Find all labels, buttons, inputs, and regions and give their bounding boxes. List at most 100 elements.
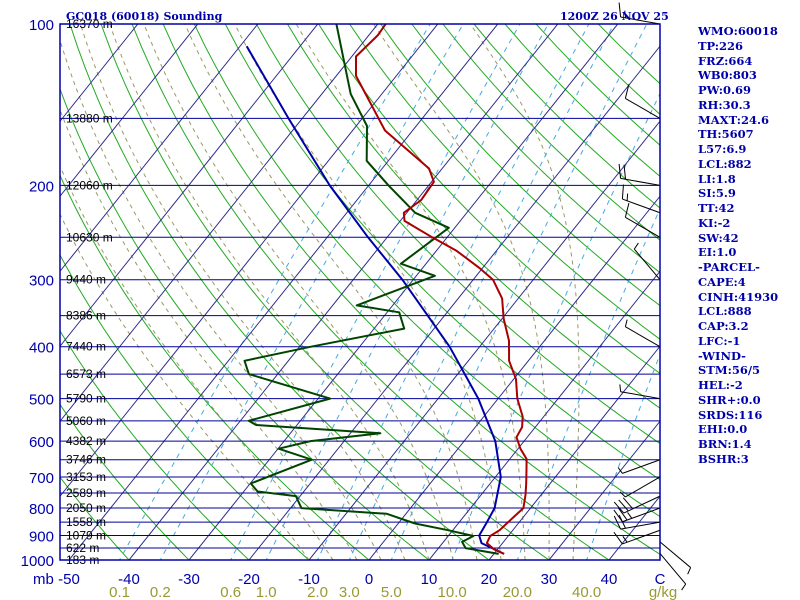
mixing-ratio-line xyxy=(451,92,660,560)
dry-adiabat-line xyxy=(255,24,660,445)
height-label: 9440 m xyxy=(66,273,106,287)
index-line: -PARCEL- xyxy=(698,260,760,274)
pressure-unit-label: mb xyxy=(33,571,54,588)
temperature-tick-label: -20 xyxy=(238,571,260,588)
wind-barb-staff xyxy=(659,541,691,568)
mixing-ratio-line xyxy=(265,24,549,560)
height-label: 10630 m xyxy=(66,230,113,244)
pressure-tick-label: 500 xyxy=(29,392,54,409)
mixing-ratio-line xyxy=(118,24,431,560)
wind-barb-flag xyxy=(613,515,622,530)
wind-barb-half-flag xyxy=(624,10,627,18)
dry-adiabat-line xyxy=(60,403,190,560)
index-line: KI:-2 xyxy=(698,215,731,230)
dry-adiabat-line xyxy=(60,329,250,560)
temperature-unit-label: C xyxy=(655,571,666,588)
moist-adiabat-line xyxy=(109,24,430,560)
index-line: -WIND- xyxy=(698,348,746,363)
wind-barb xyxy=(624,203,661,238)
height-label: 7440 m xyxy=(66,340,106,354)
wind-barb-half-flag xyxy=(624,319,628,327)
wind-barb xyxy=(618,163,661,186)
mixing-ratio-unit-label: g/kg xyxy=(649,584,677,600)
isotherm-line xyxy=(368,195,660,560)
dry-adiabat-line xyxy=(100,24,550,560)
temperature-tick-label: 0 xyxy=(365,571,373,588)
plot-frame xyxy=(59,23,661,561)
index-line: TP:226 xyxy=(698,38,744,53)
index-line: WMO:60018 xyxy=(698,24,778,38)
mixing-ratio-tick-label: 0.1 xyxy=(109,584,130,600)
height-label: 6573 m xyxy=(66,367,106,381)
dry-adiabat-line xyxy=(60,87,430,560)
wind-barb xyxy=(613,529,661,545)
index-line: SI:5.9 xyxy=(698,186,736,201)
wind-barb xyxy=(621,184,661,214)
dry-adiabat-line xyxy=(318,24,660,374)
moist-adiabat-line xyxy=(469,24,580,560)
index-line: LCL:888 xyxy=(698,304,752,319)
height-label: 3153 m xyxy=(66,470,106,484)
index-line: BSHR:3 xyxy=(698,451,749,466)
wind-barb-staff xyxy=(620,16,661,25)
wind-barb xyxy=(624,84,661,119)
isotherm-line xyxy=(488,345,660,560)
mixing-ratio-line xyxy=(586,352,660,560)
wind-barb-flag xyxy=(622,497,634,510)
index-line: CAPE:4 xyxy=(698,274,746,289)
isotherm-line xyxy=(60,24,379,423)
wind-barb-half-flag xyxy=(681,583,687,591)
wind-barb-staff xyxy=(622,529,661,545)
wind-barb-half-flag xyxy=(687,567,692,575)
wind-barb-flag xyxy=(618,163,622,179)
mixing-ratio-lines xyxy=(118,24,660,560)
isotherm-line xyxy=(60,24,199,198)
dry-adiabat-line xyxy=(380,24,660,307)
height-label: 1558 m xyxy=(66,515,106,529)
wind-barb-half-flag xyxy=(619,491,626,498)
wind-barb-staff xyxy=(625,476,661,498)
dry-adiabats xyxy=(60,24,660,560)
wind-barb xyxy=(619,476,661,498)
index-line: WB0:803 xyxy=(698,68,757,83)
pressure-tick-label: 400 xyxy=(29,340,54,357)
mixing-ratio-tick-label: 20.0 xyxy=(503,584,532,600)
dry-adiabat-line xyxy=(193,24,660,518)
temperature-tick-label: -30 xyxy=(178,571,200,588)
isotherm-line xyxy=(428,270,660,560)
isotherm-line xyxy=(308,120,660,560)
index-line: HEL:-2 xyxy=(698,378,743,392)
height-label: 2050 m xyxy=(66,501,106,515)
mixing-ratio-line xyxy=(348,24,615,560)
mixing-ratio-tick-label: 0.6 xyxy=(220,584,241,600)
height-label: 12060 m xyxy=(66,178,113,192)
index-line: BRN:1.4 xyxy=(698,437,752,451)
wind-barb-flag xyxy=(621,184,624,200)
index-line: L57:6.9 xyxy=(698,142,747,156)
temperature-tick-label: 40 xyxy=(601,571,618,588)
index-line: STM:56/5 xyxy=(698,363,761,378)
mixing-ratio-tick-label: 3.0 xyxy=(339,584,360,600)
wind-barb-flag xyxy=(613,501,625,514)
wind-barb-staff xyxy=(623,495,661,514)
isotherm-line xyxy=(68,24,499,560)
height-label: 1079 m xyxy=(66,528,106,542)
wind-barb-flag xyxy=(618,507,628,521)
pressure-tick-label: 1000 xyxy=(21,553,54,570)
index-line: SW:42 xyxy=(698,230,739,245)
wind-barb-half-flag xyxy=(626,193,629,201)
temperature-tick-label: 20 xyxy=(481,571,498,588)
wind-barb xyxy=(659,553,687,591)
index-line: LI:1.8 xyxy=(698,171,736,186)
pressure-tick-label: 700 xyxy=(29,470,54,487)
index-line: EI:1.0 xyxy=(698,245,737,260)
wind-barb-staff xyxy=(620,391,661,400)
wind-barb-half-flag xyxy=(619,384,622,392)
pressure-tick-label: 800 xyxy=(29,501,54,518)
wind-barb-staff xyxy=(625,97,661,119)
wind-barb xyxy=(624,319,661,348)
temperature-tick-label: -40 xyxy=(118,571,140,588)
mixing-ratio-tick-label: 2.0 xyxy=(307,584,328,600)
mixing-ratio-tick-label: 5.0 xyxy=(381,584,402,600)
index-line: FRZ:664 xyxy=(698,53,753,68)
